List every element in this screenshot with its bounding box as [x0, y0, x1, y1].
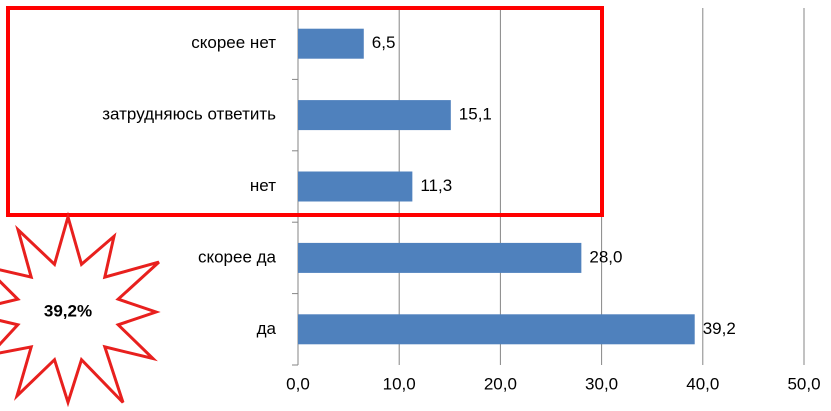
- x-tick-label: 20,0: [484, 374, 517, 393]
- bar: [298, 314, 695, 345]
- x-tick-label: 30,0: [585, 374, 618, 393]
- data-label: 28,0: [589, 247, 622, 266]
- data-label: 39,2: [703, 319, 736, 338]
- y-tick-label: скорее нет: [191, 33, 276, 52]
- y-tick-label: затрудняюсь ответить: [102, 105, 276, 124]
- x-tick-label: 10,0: [383, 374, 416, 393]
- y-tick-label: да: [257, 319, 277, 338]
- data-label: 15,1: [459, 105, 492, 124]
- bar: [298, 171, 413, 202]
- bar: [298, 242, 582, 273]
- x-tick-label: 0,0: [286, 374, 310, 393]
- annotation-group: 39,2%: [0, 211, 161, 408]
- bar: [298, 100, 451, 131]
- data-label: 11,3: [420, 176, 452, 195]
- annotation: 39,2%: [44, 301, 92, 320]
- data-label: 6,5: [372, 33, 396, 52]
- x-tick-label: 50,0: [787, 374, 820, 393]
- highlight-frame: [6, 6, 604, 217]
- x-tick-label: 40,0: [686, 374, 719, 393]
- y-tick-label: нет: [250, 176, 276, 195]
- y-tick-label: скорее да: [198, 247, 277, 266]
- bar: [298, 28, 364, 59]
- starburst: [0, 211, 161, 408]
